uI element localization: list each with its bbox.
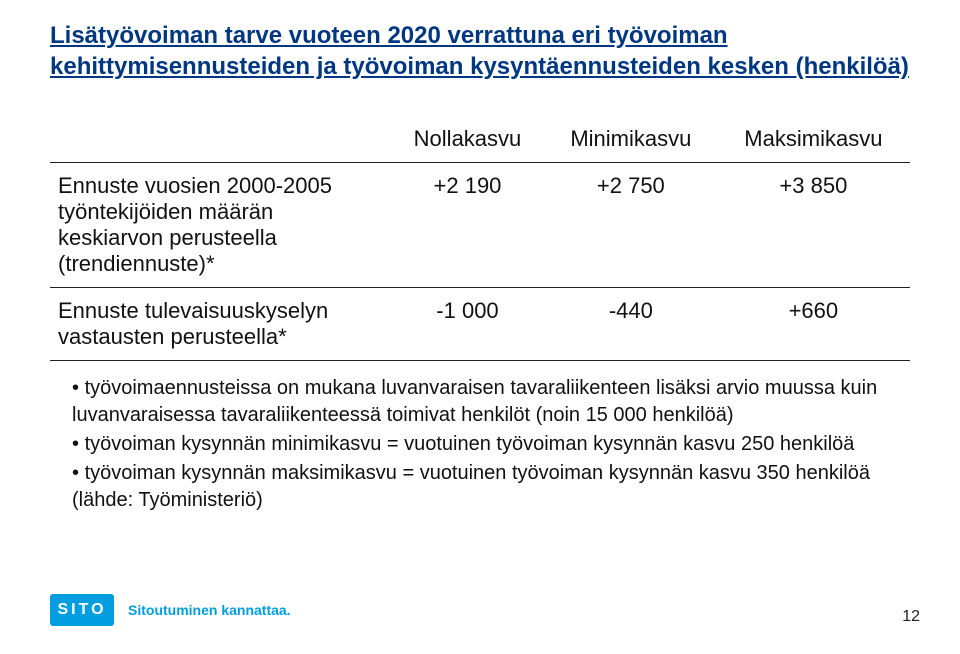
note-item: työvoimaennusteissa on mukana luvanvarai… [72, 375, 902, 429]
table-cell: -1 000 [390, 288, 545, 361]
table-cell: +660 [717, 288, 910, 361]
table-header-blank [50, 116, 390, 163]
footer: SITO Sitoutuminen kannattaa. [50, 594, 291, 626]
table-header-col: Nollakasvu [390, 116, 545, 163]
data-table: Nollakasvu Minimikasvu Maksimikasvu Ennu… [50, 116, 910, 526]
logo-badge: SITO [50, 594, 114, 626]
table-cell: +2 750 [545, 163, 717, 288]
table-row-label: Ennuste vuosien 2000-2005 työntekijöiden… [50, 163, 390, 288]
table-row-label: Ennuste tulevaisuuskyselyn vastausten pe… [50, 288, 390, 361]
notes-list: työvoimaennusteissa on mukana luvanvarai… [58, 367, 902, 514]
table-cell: +2 190 [390, 163, 545, 288]
table-cell: +3 850 [717, 163, 910, 288]
table-cell: -440 [545, 288, 717, 361]
table-row: Ennuste tulevaisuuskyselyn vastausten pe… [50, 288, 910, 361]
note-item: työvoiman kysynnän minimikasvu = vuotuin… [72, 431, 902, 458]
table-notes-row: työvoimaennusteissa on mukana luvanvarai… [50, 361, 910, 527]
note-item: työvoiman kysynnän maksimikasvu = vuotui… [72, 460, 902, 514]
page: Lisätyövoiman tarve vuoteen 2020 verratt… [0, 0, 960, 654]
logo-tagline: Sitoutuminen kannattaa. [128, 602, 291, 618]
table-header-col: Maksimikasvu [717, 116, 910, 163]
table-header-row: Nollakasvu Minimikasvu Maksimikasvu [50, 116, 910, 163]
table-row: Ennuste vuosien 2000-2005 työntekijöiden… [50, 163, 910, 288]
page-title: Lisätyövoiman tarve vuoteen 2020 verratt… [50, 20, 910, 82]
page-number: 12 [902, 608, 920, 626]
table-header-col: Minimikasvu [545, 116, 717, 163]
